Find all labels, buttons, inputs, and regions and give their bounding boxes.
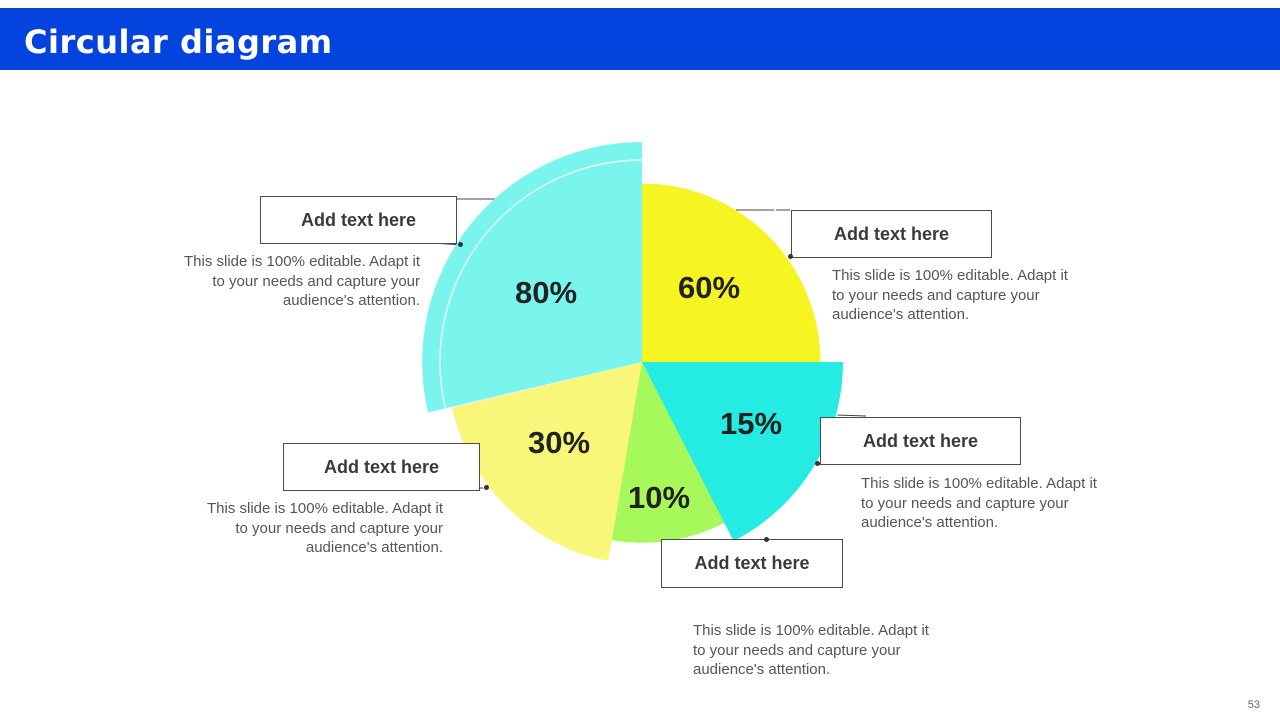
connector-dot-60 bbox=[788, 254, 793, 259]
percent-15: 15% bbox=[719, 406, 783, 441]
segment-10-wedge bbox=[611, 362, 727, 543]
segment-30-wedge bbox=[452, 362, 642, 562]
percent-30: 30% bbox=[527, 425, 591, 460]
title-bar: Circular diagram bbox=[0, 8, 1280, 70]
connector-dot-15 bbox=[815, 461, 820, 466]
percent-60: 60% bbox=[677, 270, 741, 305]
label-box-80: Add text here bbox=[260, 196, 457, 244]
connector-dot-30 bbox=[484, 485, 489, 490]
description-15: This slide is 100% editable. Adapt it to… bbox=[861, 475, 1097, 531]
connector-dot-10 bbox=[764, 537, 769, 542]
segment-80-wedge bbox=[422, 142, 642, 413]
description-30: This slide is 100% editable. Adapt it to… bbox=[207, 500, 443, 556]
segment-60-wedge bbox=[642, 183, 821, 362]
connector-15-top bbox=[835, 414, 867, 417]
connector-dot-80 bbox=[458, 242, 463, 247]
label-box-30: Add text here bbox=[283, 443, 480, 491]
page-number: 53 bbox=[1247, 699, 1260, 711]
segment-15-wedge bbox=[642, 362, 843, 541]
percent-80: 80% bbox=[514, 275, 578, 310]
label-box-10: Add text here bbox=[661, 539, 843, 588]
percent-10: 10% bbox=[627, 480, 691, 515]
inner-ring bbox=[439, 159, 845, 565]
description-10: This slide is 100% editable. Adapt it to… bbox=[693, 622, 929, 678]
label-box-15: Add text here bbox=[820, 417, 1021, 465]
description-60: This slide is 100% editable. Adapt it to… bbox=[832, 267, 1068, 323]
slide-title: Circular diagram bbox=[24, 23, 333, 61]
description-80: This slide is 100% editable. Adapt it to… bbox=[184, 253, 420, 309]
label-box-60: Add text here bbox=[791, 210, 992, 258]
